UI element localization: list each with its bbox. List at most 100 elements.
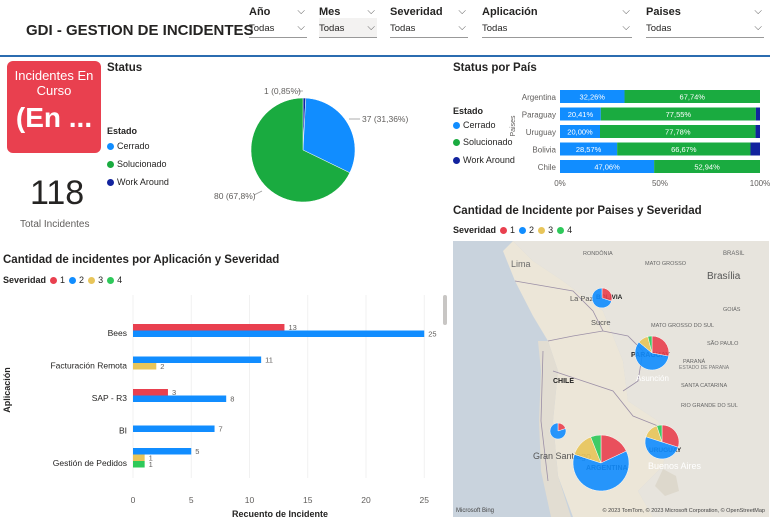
legend-label: 3: [98, 275, 104, 285]
legend-item-sev2[interactable]: 2: [69, 275, 84, 285]
legend-item-solucionado[interactable]: Solucionado: [453, 137, 513, 147]
kpi-card-incidentes-en-curso[interactable]: Incidentes En Curso (En ...: [7, 61, 101, 153]
legend-dot-icon: [107, 142, 114, 150]
legend-dot-icon: [69, 276, 77, 284]
bar-segment-solucionado: [600, 125, 756, 138]
chevron-down-icon[interactable]: ⌵: [458, 22, 466, 33]
data-label: 1: [149, 460, 153, 469]
category-label: BI: [119, 426, 127, 436]
x-tick: 10: [245, 495, 255, 505]
legend-dot-icon: [500, 226, 508, 234]
slicer-dropdown[interactable]: Todas ⌵: [390, 18, 468, 38]
data-label: 3: [172, 388, 176, 397]
legend-title: Severidad: [3, 275, 47, 285]
legend-item-cerrado[interactable]: Cerrado: [453, 120, 496, 130]
slicer-value: Todas: [249, 23, 275, 34]
chevron-down-icon[interactable]: ⌵: [458, 6, 466, 17]
category-label: SAP - R3: [92, 393, 128, 403]
bar-sev2: [133, 356, 262, 363]
status-pie-chart: 1 (0,85%) 37 (31,36%) 80 (67,8%): [214, 86, 408, 203]
map-pie-slice-paraguay: [651, 335, 670, 357]
legend-title: Severidad: [453, 225, 497, 235]
legend-dot-icon: [557, 226, 565, 234]
map-label: SÃO PAULO: [707, 340, 739, 347]
slicer-dropdown[interactable]: Todas ⌵: [319, 18, 377, 38]
data-label: 52,94%: [694, 163, 720, 172]
map-label: CHILE: [553, 378, 574, 385]
chevron-down-icon[interactable]: ⌵: [622, 22, 630, 33]
scrollbar-thumb[interactable]: [443, 295, 447, 325]
bar-segment-solucionado: [617, 142, 751, 156]
data-label: 67,74%: [680, 93, 706, 102]
slicer-label: Mes: [319, 6, 341, 18]
app-chart-title: Cantidad de incidentes por Aplicación y …: [3, 254, 280, 266]
legend-item-sev4[interactable]: 4: [557, 225, 572, 235]
bar-segment-cerrado: [560, 125, 600, 138]
legend-item-sev1[interactable]: 1: [500, 225, 515, 235]
x-tick: 0: [131, 495, 136, 505]
slicer-mes[interactable]: Mes ⌵ Todas ⌵: [319, 6, 377, 38]
border-line: [514, 280, 604, 342]
chevron-down-icon[interactable]: ⌵: [622, 6, 630, 17]
legend-item-sev2[interactable]: 2: [519, 225, 534, 235]
legend-item-work-around[interactable]: Work Around: [453, 155, 515, 165]
legend-label: 1: [60, 275, 66, 285]
data-label: 5: [195, 447, 199, 456]
map-label: PARANÁ: [683, 358, 706, 365]
legend-item-sev3[interactable]: 3: [88, 275, 103, 285]
category-label: Chile: [538, 163, 557, 172]
legend-item-sev3[interactable]: 3: [538, 225, 553, 235]
map-attribution[interactable]: © 2023 TomTom, © 2023 Microsoft Corporat…: [603, 507, 765, 514]
slicer-aplicacion[interactable]: Aplicación ⌵ Todas ⌵: [482, 6, 632, 38]
bar-segment-solucionado: [654, 160, 760, 173]
total-incidentes-value: 118: [30, 174, 85, 212]
category-label: Bees: [108, 328, 127, 338]
chevron-down-icon[interactable]: ⌵: [297, 22, 305, 33]
slicer-severidad[interactable]: Severidad ⌵ Todas ⌵: [390, 6, 468, 38]
bar-segment-solucionado: [600, 107, 756, 121]
legend-label: 2: [79, 275, 85, 285]
legend-item-cerrado[interactable]: Cerrado: [107, 141, 150, 151]
legend-item-solucionado[interactable]: Solucionado: [107, 159, 167, 169]
bar-sev3: [133, 363, 157, 370]
slicer-paises[interactable]: Paises ⌵ Todas ⌵: [646, 6, 764, 38]
legend-item-sev4[interactable]: 4: [107, 275, 122, 285]
slicer-label: Aplicación: [482, 6, 538, 18]
legend-dot-icon: [107, 276, 115, 284]
map-pie-slice-paraguay: [647, 335, 653, 354]
data-label: 25: [428, 330, 436, 339]
map-label: ESTADO DE PARANA: [679, 365, 730, 371]
x-tick: 50%: [652, 179, 668, 188]
map-label: RONDÔNIA: [583, 250, 613, 257]
border-line: [540, 350, 549, 482]
bar-segment-cerrado: [560, 107, 601, 121]
map-pie-slice-uruguay: [644, 436, 679, 460]
chevron-down-icon[interactable]: ⌵: [367, 6, 375, 17]
bar-sev2: [133, 395, 227, 402]
bar-sev2: [133, 425, 215, 432]
legend-label: 4: [117, 275, 123, 285]
y-axis-label: Aplicación: [2, 367, 12, 413]
chevron-down-icon[interactable]: ⌵: [754, 6, 762, 17]
slicer-dropdown[interactable]: Todas ⌵: [482, 18, 632, 38]
slicer-label: Severidad: [390, 6, 443, 18]
slicer-dropdown[interactable]: Todas ⌵: [249, 18, 307, 38]
kpi-card-value: (En ...: [15, 102, 93, 133]
slicer-value: Todas: [482, 23, 508, 34]
legend-item-work-around[interactable]: Work Around: [107, 177, 169, 187]
page-title: GDI - GESTION DE INCIDENTES: [26, 22, 254, 39]
slicer-anio[interactable]: Año ⌵ Todas ⌵: [249, 6, 307, 38]
legend-item-sev1[interactable]: 1: [50, 275, 65, 285]
map-canvas[interactable]: LimaBOLIVIALa PazSucrePARAGUAYAsunciónCH…: [453, 241, 769, 517]
chevron-down-icon[interactable]: ⌵: [297, 6, 305, 17]
status-legend-title: Estado: [107, 126, 138, 136]
map-label: BRASIL: [723, 251, 745, 257]
chevron-down-icon[interactable]: ⌵: [367, 22, 375, 33]
map-visual[interactable]: LimaBOLIVIALa PazSucrePARAGUAYAsunciónCH…: [453, 241, 769, 517]
bar-segment-work-around: [755, 125, 760, 138]
slicer-dropdown[interactable]: Todas ⌵: [646, 18, 764, 38]
chevron-down-icon[interactable]: ⌵: [754, 22, 762, 33]
legend-dot-icon: [107, 160, 114, 168]
map-title: Cantidad de Incidente por Paises y Sever…: [453, 205, 702, 217]
map-pie-slice-uruguay: [656, 424, 663, 443]
